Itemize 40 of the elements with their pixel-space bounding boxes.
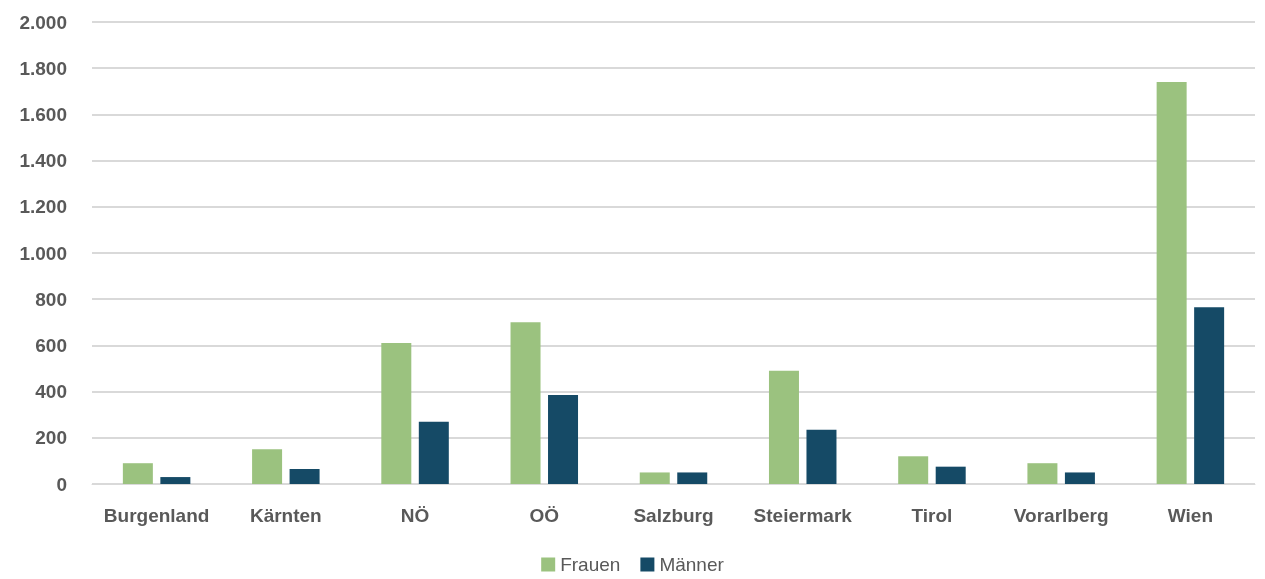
- bar: [677, 472, 708, 484]
- bar: [1064, 472, 1095, 484]
- y-tick-label: 1.400: [19, 150, 67, 172]
- y-tick-label: 1.200: [19, 196, 67, 218]
- bar: [1156, 82, 1187, 484]
- y-tick-label: 600: [35, 334, 67, 356]
- bar: [381, 343, 412, 484]
- x-tick-label: OÖ: [529, 505, 560, 526]
- y-tick-label: 1.800: [19, 57, 67, 79]
- y-tick-label: 400: [35, 381, 67, 403]
- y-tick-label: 800: [35, 288, 67, 310]
- bar: [935, 466, 966, 484]
- bar: [418, 421, 449, 484]
- x-tick-label: Burgenland: [103, 505, 210, 526]
- legend-label: Frauen: [560, 554, 621, 575]
- x-tick-label: Steiermark: [753, 505, 853, 526]
- bar: [289, 468, 320, 484]
- y-tick-label: 1.000: [19, 242, 67, 264]
- bar: [768, 370, 799, 484]
- x-tick-label: NÖ: [400, 505, 430, 526]
- bar: [1194, 307, 1225, 484]
- bar: [639, 472, 670, 484]
- x-tick-label: Vorarlberg: [1013, 505, 1109, 526]
- legend-label: Männer: [659, 554, 725, 575]
- bar: [806, 429, 837, 484]
- y-tick-label: 1.600: [19, 103, 67, 125]
- bar: [548, 395, 579, 484]
- x-tick-label: Tirol: [911, 505, 953, 526]
- y-tick-label: 200: [35, 427, 67, 449]
- bar: [510, 322, 541, 484]
- x-tick-label: Wien: [1167, 505, 1213, 526]
- y-tick-label: 0: [56, 473, 67, 495]
- bar: [160, 477, 191, 484]
- bar: [122, 463, 153, 484]
- bar: [252, 449, 283, 484]
- x-tick-label: Salzburg: [633, 505, 714, 526]
- x-tick-label: Kärnten: [249, 505, 322, 526]
- bar: [1027, 463, 1058, 484]
- y-tick-label: 2.000: [19, 11, 67, 33]
- bar: [898, 456, 929, 484]
